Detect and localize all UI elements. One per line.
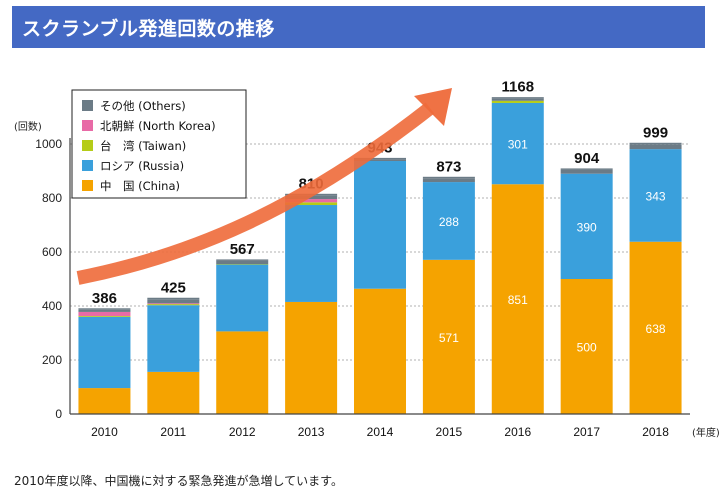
bar-china-2011 [147,371,200,414]
legend-swatch-taiwan [82,140,93,151]
bar-china-2015 [422,259,475,414]
trend-arrow-shaft [76,102,435,285]
data-label-russia-2015: 288 [439,215,459,229]
x-axis-unit: (年度) [692,426,720,439]
page-header: スクランブル発進回数の推移 [12,6,705,48]
bar-others-2011 [147,299,200,304]
bar-others-2017 [560,169,613,174]
bar-others-2015 [422,178,475,183]
trend-arrow [76,88,452,285]
data-label-russia-2016: 301 [508,138,528,152]
data-label-china-2017: 500 [577,341,597,355]
bar-cap-2010 [78,308,131,310]
legend-label-taiwan: 台 湾 (Taiwan) [100,139,186,153]
legend-label-north_korea: 北朝鮮 (North Korea) [100,119,216,133]
x-tick-label-2017: 2017 [573,425,600,439]
x-tick-label-2010: 2010 [91,425,118,439]
bar-china-2010 [78,388,131,414]
legend-label-others: その他 (Others) [100,99,186,113]
y-tick-label: 0 [55,407,62,421]
bar-russia-2016 [491,102,544,185]
bar-north_korea-2010 [78,311,131,316]
x-tick-label-2018: 2018 [642,425,669,439]
bar-china-2013 [285,301,338,414]
x-tick-label-2016: 2016 [504,425,531,439]
x-tick-label-2011: 2011 [160,425,186,439]
data-label-russia-2017: 390 [577,220,597,234]
total-label-2011: 425 [161,279,186,296]
bar-china-2016 [491,184,544,414]
bar-others-2018 [629,144,682,150]
bar-russia-2011 [147,305,200,372]
axis-layer: 0 200 400 600 800 1000 (回数) 2010 2011 2012 2013 201… [14,120,720,439]
bar-taiwan-2016 [491,100,544,103]
legend-swatch-russia [82,160,93,171]
bar-russia-2014 [354,161,406,289]
bar-cap-2016 [491,97,544,99]
legend: その他 (Others) 北朝鮮 (North Korea) 台 湾 (Taiwan… [71,89,247,199]
data-label-china-2015: 571 [439,331,459,345]
bar-cap-2011 [147,297,200,300]
total-label-2016: 1168 [502,79,535,96]
data-label-russia-2018: 343 [646,189,666,203]
legend-label-china: 中 国 (China) [100,179,180,193]
x-tick-label-2014: 2014 [367,425,394,439]
y-tick-label: 600 [42,245,62,259]
y-tick-label: 400 [42,299,62,313]
legend-swatch-north_korea [82,120,93,131]
page-title: スクランブル発進回数の推移 [22,17,275,40]
bar-cap-2014 [354,157,406,160]
bar-layer: 3864255678109435712888738513011168500390… [78,79,682,414]
bar-cap-2012 [216,259,269,261]
scramble-chart: 3864255678109435712888738513011168500390… [14,79,720,439]
y-tick-label: 800 [42,191,62,205]
bar-others-2012 [216,260,269,265]
bar-china-2014 [354,288,406,414]
bar-others-2016 [491,98,544,101]
y-axis-unit: (回数) [14,120,42,133]
legend-box [71,89,247,199]
bar-cap-2017 [560,168,613,170]
bar-china-2017 [560,279,613,414]
total-label-2010: 386 [92,290,117,307]
bar-russia-2013 [285,205,338,302]
legend-swatch-china [82,180,93,191]
bar-taiwan-2013 [285,202,338,206]
bar-russia-2010 [78,316,131,389]
bar-russia-2018 [629,149,682,242]
bar-russia-2012 [216,264,269,332]
bar-taiwan-2012 [216,264,269,265]
bar-others-2014 [354,159,406,162]
chart-caption: 2010年度以降、中国機に対する緊急発進が急増しています。 [14,474,343,488]
bar-others-2010 [78,309,131,312]
x-tick-label-2013: 2013 [298,425,325,439]
total-label-2015: 873 [436,158,461,175]
bar-china-2012 [216,331,269,414]
data-label-china-2018: 638 [646,322,666,336]
bar-cap-2015 [422,176,475,179]
total-label-2017: 904 [574,150,600,167]
bar-taiwan-2010 [78,315,131,317]
x-tick-label-2012: 2012 [229,425,256,439]
data-label-china-2016: 851 [508,293,528,307]
bar-north_korea-2013 [285,199,338,203]
bar-russia-2017 [560,173,613,279]
bar-north_korea-2011 [147,303,200,305]
trend-arrow-head [414,88,452,126]
legend-swatch-others [82,100,93,111]
bar-cap-2018 [629,142,682,145]
x-tick-label-2015: 2015 [436,425,463,439]
bar-russia-2015 [422,182,475,260]
bar-taiwan-2011 [147,304,200,306]
bar-china-2018 [629,241,682,414]
y-tick-label: 1000 [35,137,62,151]
total-label-2012: 567 [230,241,255,258]
y-tick-label: 200 [42,353,62,367]
legend-label-russia: ロシア (Russia) [100,159,184,173]
total-label-2018: 999 [643,124,668,141]
